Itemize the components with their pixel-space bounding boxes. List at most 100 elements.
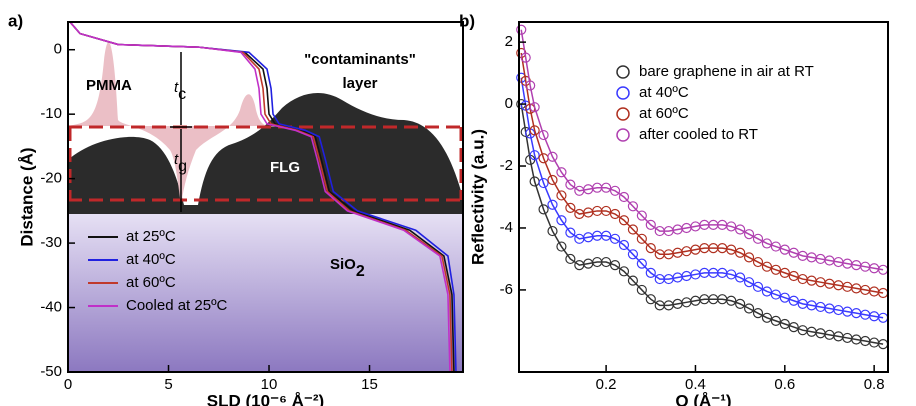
legend-swatch — [616, 65, 630, 79]
annotation: tg — [174, 151, 187, 175]
data-point — [779, 318, 790, 330]
panel-label: b) — [459, 11, 475, 30]
x-axis-label: SLD (10⁻⁶ Å⁻²) — [207, 391, 324, 406]
y-tick-label: 0 — [54, 41, 62, 58]
legend-label: at 40ºC — [126, 251, 176, 268]
data-point — [556, 190, 567, 201]
annotation-subscript: 2 — [356, 263, 365, 280]
data-point — [743, 277, 755, 288]
legend-label: at 60ºC — [126, 274, 176, 291]
data-point — [516, 24, 527, 35]
data-point — [529, 125, 540, 136]
data-point — [618, 266, 630, 277]
legend-label: at 60ºC — [639, 105, 689, 122]
data-point — [538, 129, 549, 141]
data-point — [547, 174, 558, 186]
y-tick-label: -6 — [500, 281, 513, 298]
x-tick-label: 0.8 — [864, 376, 885, 393]
data-point — [752, 233, 764, 244]
data-point — [565, 253, 576, 265]
fit-line — [520, 77, 884, 319]
data-point — [618, 215, 630, 226]
data-point — [726, 269, 737, 280]
annotation: layer — [342, 75, 377, 92]
data-point — [601, 256, 612, 268]
annotation: SiO2 — [330, 256, 365, 280]
y-tick-label: 2 — [505, 33, 513, 50]
data-point — [779, 292, 790, 303]
data-point — [609, 185, 621, 196]
data-point — [761, 312, 773, 323]
data-point — [645, 243, 656, 254]
data-point — [636, 233, 647, 244]
data-point — [529, 150, 540, 161]
sld-profile — [69, 21, 451, 373]
x-tick-label: 5 — [164, 376, 172, 393]
layer-shading: PMMA "contaminants" layer FLG SiO2 tc tg — [68, 42, 463, 372]
annotation-subscript: g — [178, 158, 187, 175]
data-point — [636, 284, 647, 296]
data-point — [627, 224, 639, 235]
data-point — [636, 210, 647, 221]
data-point — [752, 281, 764, 292]
data-point — [618, 191, 630, 203]
data-point — [743, 303, 755, 314]
data-point — [556, 215, 567, 226]
data-point — [735, 224, 746, 235]
annotation-subscript: c — [178, 86, 186, 103]
data-point — [735, 298, 746, 309]
data-point — [618, 239, 630, 251]
x-tick-label: 0.4 — [685, 376, 706, 393]
y-tick-label: -10 — [40, 105, 62, 122]
data-point — [547, 199, 558, 210]
legend-swatch — [616, 128, 630, 142]
data-point — [547, 151, 558, 162]
data-point — [788, 247, 799, 258]
y-tick-label: -2 — [500, 157, 513, 174]
data-point — [556, 241, 567, 252]
data-point — [788, 295, 799, 306]
fit-line — [520, 29, 884, 271]
data-point — [601, 230, 612, 241]
data-point — [761, 286, 773, 297]
plot-frame — [518, 21, 889, 373]
y-tick-label: -50 — [40, 363, 62, 380]
legend-swatch — [616, 107, 630, 121]
annotation-text: t — [174, 79, 179, 96]
legend-swatch — [616, 86, 630, 100]
data-point — [627, 275, 639, 286]
legend-label: bare graphene in air at RT — [639, 63, 814, 80]
plots: at 25ºC at 40ºC at 60ºC Cooled at 25ºC 0 5 10 1… — [8, 11, 889, 406]
data-point — [743, 252, 755, 263]
data-point — [735, 247, 746, 258]
legend-label: after cooled to RT — [639, 126, 758, 143]
data-point — [788, 321, 799, 333]
data-point — [770, 289, 781, 300]
x-axis-label: Q (Å⁻¹) — [675, 391, 731, 406]
data-point — [601, 182, 612, 193]
plot-frame — [67, 21, 464, 373]
data-point — [779, 267, 790, 278]
y-tick-label: -4 — [500, 219, 513, 236]
x-tick-label: 0 — [64, 376, 72, 393]
y-axis-label: Reflectivity (a.u.) — [468, 129, 487, 265]
data-point — [529, 102, 540, 113]
data-point — [538, 204, 549, 215]
data-point — [770, 264, 781, 275]
data-point — [761, 238, 773, 249]
data-point — [565, 227, 576, 238]
annotation: "contaminants" — [304, 51, 416, 68]
data-point — [636, 258, 647, 269]
sio2-region — [68, 214, 463, 372]
x-tick-label: 0.6 — [774, 376, 795, 393]
data-point — [735, 272, 746, 283]
pmma-region — [68, 42, 280, 205]
data-point — [726, 295, 737, 306]
panel-label: a) — [8, 11, 23, 30]
annotation-text: t — [174, 151, 179, 168]
annotation-text: SiO — [330, 256, 356, 273]
data-point — [770, 241, 781, 252]
legend-label: Cooled at 25ºC — [126, 297, 228, 314]
fit-line — [520, 52, 884, 294]
